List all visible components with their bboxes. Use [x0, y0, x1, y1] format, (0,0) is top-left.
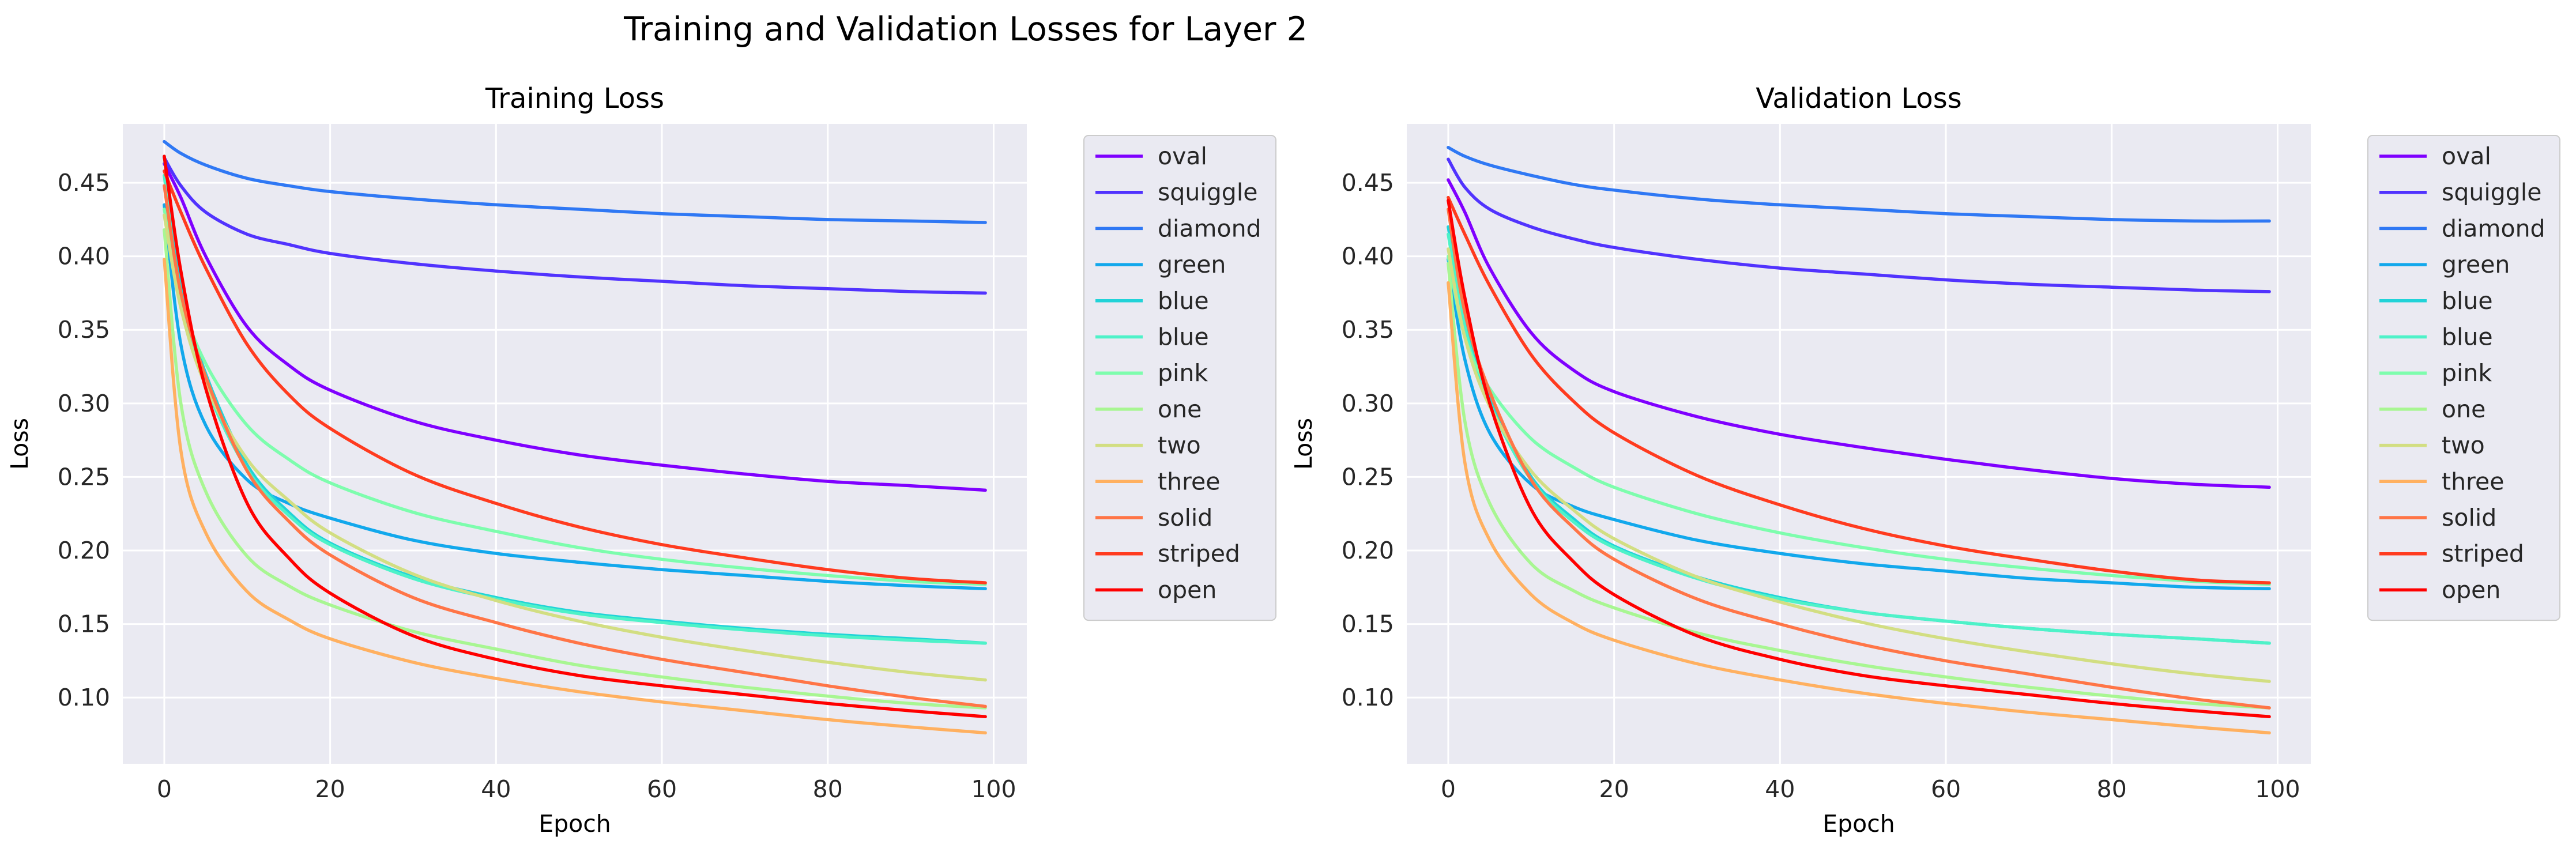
- validation-x-tick-label: 40: [1765, 775, 1795, 803]
- training-x-axis-label: Epoch: [538, 810, 611, 838]
- validation-y-tick-label: 0.40: [1342, 243, 1394, 270]
- validation-legend-label-solid: solid: [2442, 504, 2496, 531]
- validation-chart-title: Validation Loss: [1756, 82, 1962, 115]
- training-legend-label-two: two: [1158, 432, 1201, 459]
- validation-y-tick-label: 0.30: [1342, 390, 1394, 417]
- validation-x-tick-label: 80: [2097, 775, 2127, 803]
- validation-y-tick-label: 0.45: [1342, 169, 1394, 197]
- training-x-tick-label: 60: [647, 775, 677, 803]
- validation-legend-label-one: one: [2442, 395, 2485, 423]
- validation-plot-area: [1407, 124, 2311, 764]
- validation-y-axis-label: Loss: [1290, 418, 1317, 470]
- validation-legend-label-blue: blue: [2442, 287, 2493, 315]
- training-legend-label-blue: blue: [1158, 287, 1209, 315]
- validation-x-axis-label: Epoch: [1822, 810, 1895, 838]
- training-y-tick-label: 0.20: [58, 537, 110, 564]
- validation-legend-label-three: three: [2442, 467, 2504, 495]
- training-series-line-striped: [163, 169, 987, 585]
- validation-legend-label-two: two: [2442, 432, 2485, 459]
- training-legend-label-pink: pink: [1158, 359, 1208, 387]
- validation-y-tick-label: 0.15: [1342, 610, 1394, 638]
- training-y-tick-label: 0.35: [58, 316, 110, 344]
- training-y-tick-label: 0.40: [58, 243, 110, 270]
- validation-x-tick-label: 0: [1441, 775, 1456, 803]
- training-x-tick-label: 20: [315, 775, 345, 803]
- training-y-tick-label: 0.15: [58, 610, 110, 638]
- validation-legend-label-oval: oval: [2442, 142, 2491, 170]
- training-y-tick-label: 0.45: [58, 169, 110, 197]
- validation-x-tick-label: 20: [1599, 775, 1629, 803]
- training-series-line-two: [163, 213, 987, 682]
- training-legend-label-one: one: [1158, 395, 1202, 423]
- training-series-line-solid: [163, 184, 987, 708]
- validation-series-line-oval: [1447, 178, 2271, 489]
- validation-legend-box: [2367, 135, 2560, 621]
- training-legend-label-oval: oval: [1158, 142, 1207, 170]
- validation-legend-label-blue: blue: [2442, 323, 2493, 351]
- training-legend-label-solid: solid: [1158, 504, 1212, 531]
- training-legend-label-three: three: [1158, 467, 1220, 495]
- validation-legend-label-diamond: diamond: [2442, 214, 2545, 242]
- training-x-tick-label: 80: [813, 775, 843, 803]
- training-legend: oval squiggle diamond green blue blue pink one t…: [1083, 135, 1276, 621]
- training-series-line-open: [163, 154, 987, 719]
- training-chart-title: Training Loss: [485, 82, 664, 115]
- training-legend-label-green: green: [1158, 251, 1226, 278]
- validation-legend-label-striped: striped: [2442, 540, 2524, 568]
- validation-x-tick-label: 100: [2255, 775, 2300, 803]
- validation-series-line-striped: [1447, 195, 2271, 585]
- training-y-tick-label: 0.10: [58, 684, 110, 711]
- training-legend-label-squiggle: squiggle: [1158, 179, 1257, 206]
- training-series-line-green: [163, 203, 987, 591]
- training-series-line-squiggle: [163, 156, 987, 295]
- validation-x-tick-label: 60: [1931, 775, 1961, 803]
- training-legend-label-striped: striped: [1158, 540, 1240, 568]
- training-series-line-diamond: [163, 139, 987, 224]
- validation-series-line-green: [1447, 258, 2271, 591]
- validation-series-line-open: [1447, 198, 2271, 719]
- training-series-line-three: [163, 258, 987, 735]
- training-series-line-pink: [163, 208, 987, 586]
- training-legend-box: [1083, 135, 1276, 621]
- training-x-tick-label: 100: [971, 775, 1016, 803]
- training-series-line-oval: [163, 162, 987, 492]
- validation-loss-chart: 0 20 40 60 80 100 0.10 0.15 0.20 0.25 0.30 0.35 0.40…: [1290, 82, 2560, 838]
- validation-series-line-squiggle: [1447, 157, 2271, 293]
- validation-y-tick-label: 0.20: [1342, 537, 1394, 564]
- validation-series-line-one: [1447, 262, 2271, 710]
- training-legend-label-open: open: [1158, 576, 1217, 604]
- training-x-tick-label: 0: [157, 775, 172, 803]
- training-series-line-one: [163, 228, 987, 710]
- training-y-tick-label: 0.30: [58, 390, 110, 417]
- validation-series-line-three: [1447, 281, 2271, 735]
- validation-legend: oval squiggle diamond green blue blue pink one t…: [2367, 135, 2560, 621]
- training-y-axis-label: Loss: [6, 418, 33, 470]
- validation-legend-label-green: green: [2442, 251, 2510, 278]
- training-x-tick-label: 40: [481, 775, 511, 803]
- figure-title: Training and Validation Losses for Layer…: [623, 10, 1308, 48]
- validation-legend-label-pink: pink: [2442, 359, 2492, 387]
- validation-series-line-pink: [1447, 254, 2271, 586]
- validation-y-tick-label: 0.35: [1342, 316, 1394, 344]
- validation-legend-label-open: open: [2442, 576, 2500, 604]
- validation-legend-label-squiggle: squiggle: [2442, 179, 2541, 206]
- training-loss-chart: 0 20 40 60 80 100 0.10 0.15 0.20 0.25 0.30 0.35 0.40…: [6, 82, 1276, 838]
- validation-y-tick-label: 0.25: [1342, 463, 1394, 491]
- training-y-tick-label: 0.25: [58, 463, 110, 491]
- validation-series-line-solid: [1447, 208, 2271, 710]
- validation-series-line-diamond: [1447, 146, 2271, 223]
- training-plot-area: [123, 124, 1027, 764]
- training-legend-label-diamond: diamond: [1158, 214, 1261, 242]
- training-legend-label-blue: blue: [1158, 323, 1209, 351]
- validation-y-tick-label: 0.10: [1342, 684, 1394, 711]
